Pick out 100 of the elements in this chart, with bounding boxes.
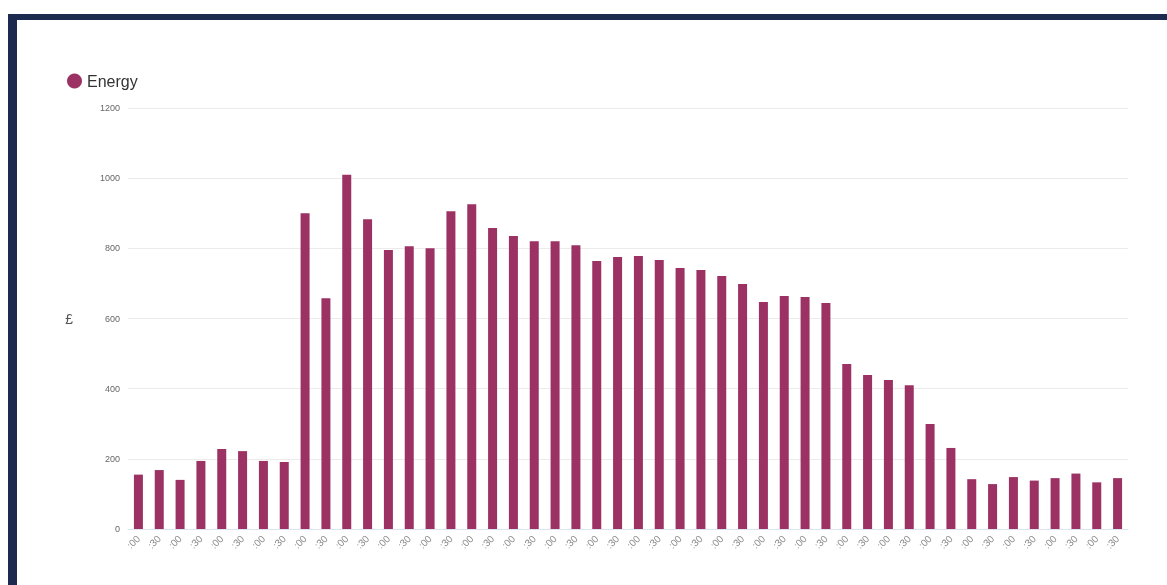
bar bbox=[967, 479, 977, 529]
bar bbox=[988, 484, 998, 529]
y-axis-title: £ bbox=[65, 310, 74, 327]
bar bbox=[300, 213, 310, 529]
bar bbox=[217, 449, 227, 529]
bar bbox=[550, 241, 560, 529]
x-tick-label: :30 bbox=[1062, 532, 1081, 551]
x-tick-label: :30 bbox=[270, 532, 289, 551]
bar bbox=[321, 298, 331, 529]
x-tick-label: :30 bbox=[1020, 532, 1039, 551]
x-tick-label: :00 bbox=[874, 532, 893, 551]
x-tick-label: :30 bbox=[728, 532, 747, 551]
x-tick-label: :00 bbox=[249, 532, 268, 551]
x-tick-label: :30 bbox=[145, 532, 164, 551]
x-tick-label: :30 bbox=[395, 532, 414, 551]
bar bbox=[800, 297, 810, 529]
bar bbox=[1113, 478, 1123, 529]
bar bbox=[613, 257, 623, 529]
bar bbox=[1071, 473, 1081, 529]
x-tick-label: :00 bbox=[916, 532, 935, 551]
x-tick-label: :00 bbox=[499, 532, 518, 551]
bar bbox=[592, 260, 602, 529]
y-tick-label: 0 bbox=[114, 524, 120, 534]
bar bbox=[883, 379, 893, 529]
x-tick-label: :30 bbox=[812, 532, 831, 551]
x-tick-label: :00 bbox=[999, 532, 1018, 551]
x-tick-label: :00 bbox=[374, 532, 393, 551]
bar bbox=[842, 364, 852, 529]
x-tick-label: :30 bbox=[978, 532, 997, 551]
bar bbox=[571, 245, 581, 529]
x-tick-label: :30 bbox=[687, 532, 706, 551]
bar bbox=[717, 276, 727, 529]
x-tick-label: :30 bbox=[603, 532, 622, 551]
bar bbox=[758, 302, 768, 529]
legend-label: Energy bbox=[87, 72, 138, 90]
x-tick-label: :30 bbox=[937, 532, 956, 551]
bar bbox=[258, 460, 268, 529]
x-tick-label: :00 bbox=[708, 532, 726, 551]
x-tick-label: :00 bbox=[416, 532, 435, 551]
y-tick-label: 1200 bbox=[99, 103, 120, 113]
y-tick-label: 400 bbox=[104, 383, 120, 394]
bar bbox=[467, 204, 477, 529]
bar bbox=[508, 236, 518, 529]
bar bbox=[1008, 477, 1018, 529]
x-tick-label: :30 bbox=[312, 532, 331, 551]
x-tick-label: :00 bbox=[749, 532, 768, 551]
bar bbox=[279, 461, 289, 529]
x-tick-label: :30 bbox=[645, 532, 664, 551]
bar bbox=[1029, 480, 1039, 529]
x-tick-label: :30 bbox=[853, 532, 872, 551]
bar bbox=[1092, 482, 1102, 529]
x-tick-label: :30 bbox=[228, 532, 247, 551]
x-tick-label: :30 bbox=[770, 532, 789, 551]
bar bbox=[738, 284, 748, 529]
x-tick-label: :00 bbox=[624, 532, 643, 551]
bar bbox=[1050, 478, 1060, 529]
bar bbox=[196, 460, 206, 529]
x-tick-label: :00 bbox=[166, 532, 185, 551]
y-tick-label: 200 bbox=[104, 453, 120, 464]
x-tick-label: :00 bbox=[666, 532, 685, 551]
x-tick-label: :00 bbox=[833, 532, 851, 551]
y-tick-label: 600 bbox=[104, 313, 120, 324]
x-tick-label: :00 bbox=[333, 532, 351, 551]
x-tick-label: :00 bbox=[1041, 532, 1060, 551]
x-tick-label: :30 bbox=[562, 532, 581, 551]
x-tick-label: :30 bbox=[520, 532, 539, 551]
x-tick-label: :30 bbox=[895, 532, 914, 551]
bar bbox=[488, 227, 498, 529]
x-tick-label: :30 bbox=[437, 532, 456, 551]
bar bbox=[779, 296, 789, 529]
bar bbox=[404, 246, 414, 529]
bar bbox=[863, 374, 873, 529]
bar bbox=[696, 270, 706, 529]
x-tick-label: :00 bbox=[291, 532, 310, 551]
x-tick-label: :00 bbox=[208, 532, 226, 551]
x-tick-label: :00 bbox=[583, 532, 601, 551]
bar bbox=[946, 447, 956, 529]
bar bbox=[675, 267, 685, 529]
bar bbox=[154, 470, 164, 529]
bar bbox=[342, 174, 352, 529]
x-tick-label: :30 bbox=[1103, 532, 1122, 551]
bar bbox=[238, 451, 248, 529]
x-tick-label: :00 bbox=[1083, 532, 1101, 551]
bar bbox=[925, 424, 935, 529]
y-tick-label: 1000 bbox=[99, 173, 120, 184]
bar bbox=[363, 219, 373, 529]
x-tick-label: :00 bbox=[124, 532, 143, 551]
x-tick-label: :30 bbox=[187, 532, 206, 551]
bar bbox=[133, 474, 143, 529]
x-tick-label: :30 bbox=[353, 532, 372, 551]
x-tick-label: :00 bbox=[541, 532, 560, 551]
x-tick-label: :00 bbox=[791, 532, 810, 551]
y-tick-label: 800 bbox=[104, 243, 120, 254]
bar bbox=[654, 259, 664, 529]
bar bbox=[383, 250, 393, 529]
bar bbox=[446, 211, 456, 529]
x-tick-label: :30 bbox=[478, 532, 497, 551]
bar bbox=[529, 241, 539, 529]
bar bbox=[175, 479, 185, 529]
bar bbox=[425, 248, 435, 529]
